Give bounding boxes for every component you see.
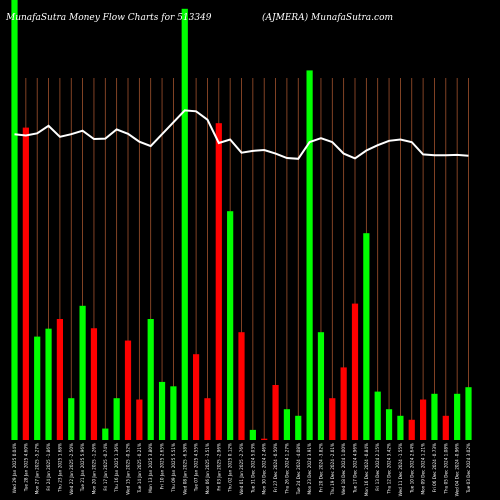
bar-down: [238, 332, 245, 440]
bar-up: [363, 233, 370, 440]
x-tick-label: Fri 24 Jan 2025 -1.86%: [46, 443, 51, 491]
chart-title-site: (AJMERA) MunafaSutra.com: [262, 12, 393, 23]
bar-up: [45, 328, 52, 440]
bar-up: [68, 398, 75, 440]
bar-down: [329, 398, 336, 440]
bar-up: [227, 211, 234, 440]
x-tick-label: Mon 13 Jan 2025 3.80%: [148, 443, 153, 493]
x-tick-label: Thu 23 Jan 2025 1.68%: [57, 443, 62, 493]
bar-up: [34, 336, 41, 440]
x-tick-label: Tue 17 Dec 2024 4.96%: [353, 443, 358, 494]
bar-up: [113, 398, 120, 440]
bar-up: [283, 409, 290, 440]
x-tick-label: Wed 08 Jan 2025 -6.58%: [182, 443, 187, 495]
bar-up: [11, 0, 18, 440]
bar-down: [408, 419, 415, 440]
bar-up: [158, 381, 166, 440]
x-tick-label: Wed 15 Jan 2025 -0.52%: [126, 443, 131, 495]
bar-up: [79, 305, 86, 440]
bar-up: [295, 415, 302, 440]
bar-up: [181, 8, 188, 441]
bar-down: [442, 415, 449, 440]
bar-down: [124, 340, 132, 440]
bar-down: [193, 354, 200, 440]
bar-up: [431, 393, 438, 440]
x-tick-label: Wed 18 Dec 2024 1.00%: [341, 443, 346, 495]
x-tick-label: Tue 10 Dec 2024 2.64%: [409, 443, 414, 494]
x-tick-label: Tue 07 Jan 2025 4.55%: [194, 443, 199, 492]
x-tick-label: Fri 03 Jan 2025 -2.96%: [216, 443, 221, 491]
bar-up: [465, 387, 472, 440]
bar-down: [261, 438, 268, 440]
x-tick-label: Tue 03 Dec 2024 3.02%: [466, 443, 471, 494]
bar-down: [136, 399, 143, 440]
x-tick-label: Thu 02 Jan 2025 0.12%: [228, 443, 233, 493]
x-tick-label: Wed 11 Dec 2024 -1.55%: [398, 443, 403, 496]
bar-up: [397, 415, 404, 440]
x-tick-label: Mon 16 Dec 2024 -0.84%: [364, 443, 369, 496]
x-tick-label: Mon 27 Jan 2025 -5.27%: [35, 443, 40, 494]
x-tick-label: Thu 09 Jan 2025 5.51%: [171, 443, 176, 493]
bar-up: [385, 409, 393, 440]
bar-down: [215, 123, 222, 440]
x-tick-label: Tue 14 Jan 2025 -0.21%: [137, 443, 142, 494]
bar-down: [56, 319, 63, 440]
bar-down: [420, 399, 427, 440]
x-tick-label: Mon 20 Jan 2025 -1.26%: [91, 443, 96, 494]
bar-down: [272, 385, 279, 440]
x-tick-label: Tue 21 Jan 2025 5.96%: [80, 443, 85, 492]
x-tick-label: Thu 19 Dec 2024 -2.01%: [330, 443, 335, 496]
x-tick-label: Tue 28 Jan 2025 4.60%: [23, 443, 28, 492]
x-tick-label: Thu 16 Jan 2025 1.36%: [114, 443, 119, 493]
x-tick-label: Tue 24 Dec 2024 -4.08%: [296, 443, 301, 495]
x-tick-label: Mon 30 Dec 2024 2.46%: [262, 443, 267, 495]
x-tick-label: Wed 29 Jan 2025 0.04%: [12, 443, 17, 493]
bars-group: [11, 0, 472, 441]
x-tick-label: Fri 10 Jan 2025 2.65%: [160, 443, 165, 489]
bar-down: [22, 127, 29, 440]
trend-line: [14, 109, 469, 160]
x-tick-label: Mon 06 Jan 2025 -3.51%: [205, 443, 210, 494]
x-tick-labels: Wed 29 Jan 2025 0.04% Tue 28 Jan 2025 4.6…: [12, 443, 471, 496]
x-tick-label: Fri 27 Dec 2024 -0.50%: [273, 443, 278, 492]
bar-up: [374, 391, 381, 440]
x-tick-label: Thu 05 Dec 2024 1.08%: [443, 443, 448, 495]
bar-up: [454, 393, 461, 440]
x-tick-label: Wed 04 Dec 2024 -0.96%: [455, 443, 460, 496]
x-tick-label: Fri 17 Jan 2025 -0.74%: [103, 443, 108, 491]
chart-title: MunafaSutra Money Flow Charts for 513349: [5, 13, 212, 23]
x-tick-label: Mon 23 Dec 2024 3.91%: [307, 443, 312, 495]
bar-down: [90, 328, 98, 440]
bar-up: [249, 429, 256, 440]
bar-up: [102, 428, 109, 440]
bar-up: [306, 70, 313, 441]
x-tick-label: Thu 26 Dec 2024 1.27%: [284, 443, 289, 495]
bar-up: [170, 386, 177, 440]
bar-down: [351, 303, 359, 440]
bar-up: [317, 332, 325, 440]
x-tick-label: Wed 01 Jan 2025 -2.76%: [239, 443, 244, 495]
bar-down: [204, 398, 211, 440]
x-tick-label: Tue 31 Dec 2024 5.03%: [250, 443, 255, 494]
x-tick-label: Fri 13 Dec 2024 2.15%: [375, 443, 380, 491]
x-tick-label: Fri 20 Dec 2024 -3.82%: [318, 443, 323, 492]
bar-up: [147, 319, 154, 440]
x-tick-label: Thu 12 Dec 2024 3.42%: [387, 443, 392, 495]
x-tick-label: Fri 06 Dec 2024 -0.73%: [432, 443, 437, 492]
x-tick-label: Mon 09 Dec 2024 1.21%: [421, 443, 426, 495]
x-tick-label: Wed 22 Jan 2025 -2.50%: [69, 443, 74, 495]
bar-down: [340, 367, 347, 440]
